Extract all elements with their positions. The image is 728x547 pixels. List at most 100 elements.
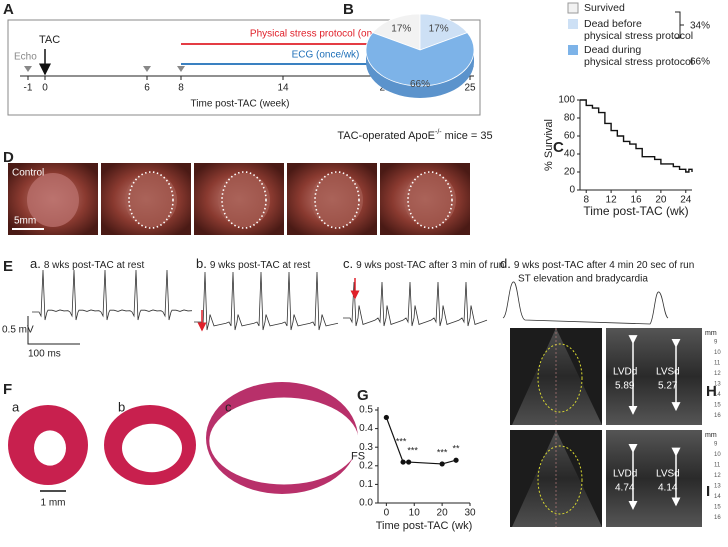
significance: *** [396, 436, 407, 446]
ruler-label: 12 [714, 473, 721, 479]
panel-letter: G [357, 387, 369, 404]
section-label: a [12, 399, 20, 414]
ruler-label: 14 [714, 392, 721, 398]
group-label: 34% [690, 21, 710, 32]
y-tick-label: 0.2 [359, 460, 373, 471]
voltage-scale: 0.5 mV [2, 325, 34, 336]
heart-shape [125, 173, 177, 227]
x-tick-label: -1 [24, 83, 33, 94]
pie-slice [419, 13, 468, 51]
legend-label: Dead before [584, 18, 642, 30]
x-tick-label: 24 [680, 195, 692, 206]
significance: *** [407, 445, 418, 455]
y-axis-label: FS [351, 450, 365, 462]
scale-label: 5mm [14, 216, 36, 227]
region-outline [407, 171, 453, 229]
section-lumen [209, 397, 359, 485]
x-tick-label: 8 [178, 83, 184, 94]
x-tick-label: 14 [277, 83, 289, 94]
caption-part: mice = 35 [442, 130, 493, 142]
trace-letter: c. [343, 256, 353, 271]
heart-shape [311, 173, 363, 227]
section-label: c [225, 399, 232, 414]
fs-point [453, 457, 459, 463]
scale-bar [27, 316, 80, 345]
section-lumen [122, 423, 182, 473]
x-tick-label: 16 [630, 195, 642, 206]
x-tick-label: 20 [437, 508, 449, 519]
ruler-label: 10 [714, 452, 721, 458]
heart-shape [27, 173, 79, 227]
dimension-label: LVSd [656, 469, 680, 480]
panel-letter: D [3, 149, 14, 166]
ruler-label: 11 [714, 361, 721, 367]
legend-label: physical stress protocol [584, 30, 693, 42]
ruler-label: 15 [714, 505, 721, 511]
y-tick-label: 100 [558, 95, 575, 106]
ruler-label: 9 [714, 340, 718, 346]
heart-shape [218, 173, 270, 227]
legend-swatch [567, 2, 579, 14]
x-axis-label: Time post-TAC (wk) [583, 204, 688, 218]
y-tick-label: 0.3 [359, 442, 373, 453]
trace-letter: a. [30, 256, 41, 271]
x-axis-label: Time post-TAC (week) [191, 99, 290, 110]
y-tick-label: 20 [564, 167, 576, 178]
y-tick-label: 0.0 [359, 498, 373, 509]
legend-label: Dead during [584, 44, 641, 56]
unit-label: mm [705, 432, 717, 439]
pie-slice [365, 32, 475, 87]
dimension-value: 4.14 [658, 483, 678, 494]
region-outline [128, 171, 174, 229]
ruler-label: 16 [714, 413, 721, 419]
pie-slice [372, 13, 421, 51]
echo-fan [512, 328, 602, 425]
ruler-label: 14 [714, 494, 721, 500]
x-tick-label: 0 [384, 508, 390, 519]
ecg-trace [502, 281, 669, 325]
dimension-label: LVDd [613, 469, 637, 480]
x-axis-label: Time post-TAC (wk) [376, 520, 473, 532]
ecg-trace [343, 281, 488, 327]
fs-point [383, 414, 389, 421]
panel-letter: C [553, 139, 564, 156]
fs-point [406, 459, 412, 465]
legend-label: physical stress protocol [584, 56, 693, 68]
trace-text: 9 wks post-TAC at rest [210, 260, 311, 271]
value-label: 66% [410, 79, 430, 90]
unit-label: mm [705, 330, 717, 337]
ruler-label: 9 [714, 442, 718, 448]
x-tick-label: 25 [464, 83, 476, 94]
trace-text: 9 wks post-TAC after 3 min of run [356, 260, 504, 271]
significance: ** [453, 444, 461, 454]
survival-curve [580, 99, 693, 173]
significance: *** [437, 447, 448, 457]
mmode-image [606, 328, 702, 425]
value-label: 17% [391, 24, 411, 35]
echo-fan [512, 430, 602, 527]
bracket [675, 11, 684, 39]
region-outline [221, 171, 267, 229]
trace-letter: d. [500, 256, 511, 271]
x-tick-label: 6 [144, 83, 150, 94]
panel-letter: F [3, 381, 12, 398]
y-tick-label: 0 [569, 185, 575, 196]
panel-letter: B [343, 1, 354, 18]
region-outline [314, 171, 360, 229]
x-tick-label: 10 [409, 508, 421, 519]
echo-marker [24, 66, 32, 72]
x-tick-label: 30 [464, 508, 476, 519]
section-label: b [118, 399, 125, 414]
trace-title: b. 9 wks post-TAC at rest [196, 256, 310, 271]
dimension-label: LVSd [656, 367, 680, 378]
trace-text: 8 wks post-TAC at rest [44, 260, 145, 271]
fs-point [439, 461, 445, 467]
heart-shape [404, 173, 456, 227]
y-axis-label: % Survival [543, 119, 555, 171]
dimension-value: 5.27 [658, 381, 678, 392]
stress-label: Physical stress protocol (once/wk) [250, 29, 401, 40]
ecg-label: ECG (once/wk) [292, 50, 360, 61]
legend-swatch [568, 19, 578, 29]
echo-marker [143, 66, 151, 72]
